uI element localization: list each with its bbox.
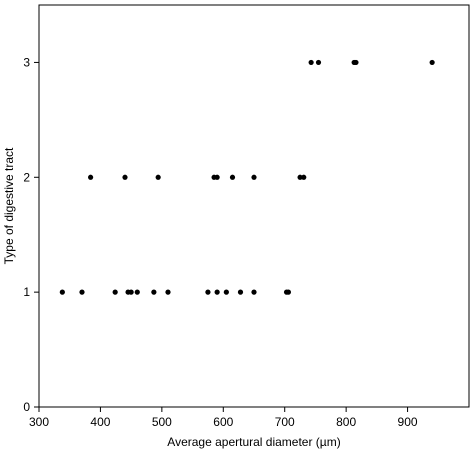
x-tick-label: 800 [336, 415, 356, 429]
x-axis-ticks: 300 400 500 600 700 800 900 [29, 407, 418, 429]
data-point [229, 174, 236, 180]
data-point [59, 289, 65, 295]
data-point [308, 59, 314, 66]
data-point [205, 289, 211, 295]
y-tick-label: 2 [23, 170, 30, 184]
data-point [301, 174, 307, 180]
data-point [88, 174, 94, 180]
y-axis-label: Type of digestive tract [2, 147, 16, 264]
data-point [165, 289, 171, 295]
data-point [223, 289, 229, 295]
data-point [251, 289, 257, 295]
data-point [251, 174, 257, 180]
data-point [315, 59, 322, 66]
data-point [237, 289, 244, 295]
data-point [122, 174, 128, 180]
data-point [285, 289, 291, 295]
y-tick-label: 3 [23, 55, 30, 69]
plot-area-frame [38, 4, 470, 408]
data-points [59, 59, 435, 295]
data-point [79, 289, 85, 295]
data-point [429, 59, 435, 66]
y-tick-label: 0 [23, 400, 30, 414]
y-tick-label: 1 [23, 285, 30, 299]
x-axis-label: Average apertural diameter (µm) [167, 435, 340, 449]
data-point [151, 289, 157, 295]
x-tick-label: 600 [213, 415, 233, 429]
data-point [112, 289, 118, 295]
data-point [134, 289, 140, 295]
data-point [155, 174, 161, 180]
x-tick-label: 900 [398, 415, 418, 429]
data-point [214, 174, 220, 180]
x-tick-label: 700 [275, 415, 295, 429]
data-point [353, 59, 359, 66]
x-tick-label: 500 [152, 415, 172, 429]
data-point [214, 289, 220, 295]
x-tick-label: 400 [90, 415, 110, 429]
y-axis-ticks: 0 1 2 3 [23, 55, 39, 414]
x-tick-label: 300 [29, 415, 49, 429]
data-point [297, 174, 303, 180]
data-point [128, 289, 134, 295]
